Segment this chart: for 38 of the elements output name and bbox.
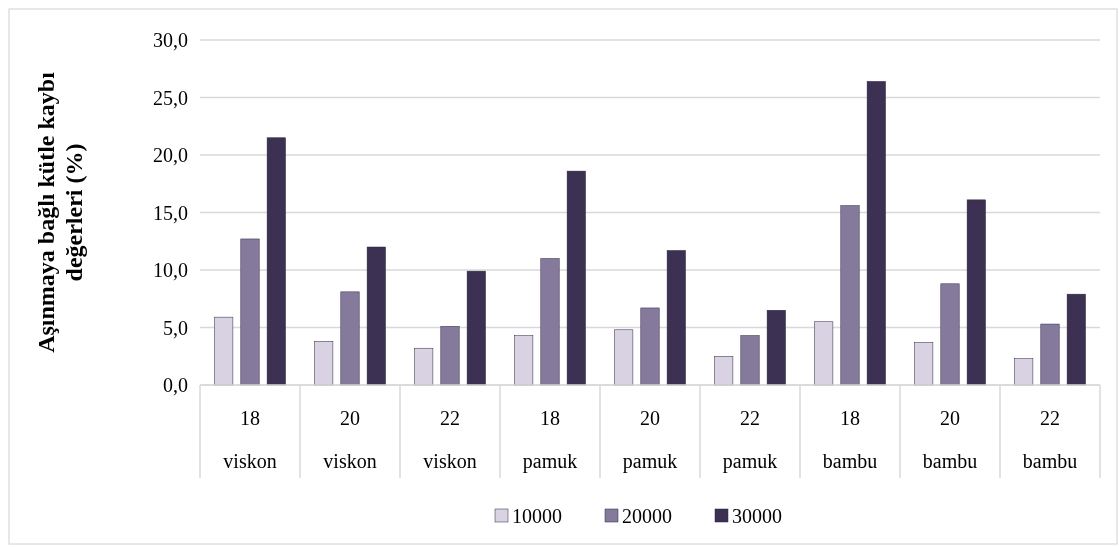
- bar: [340, 291, 360, 386]
- bar: [566, 170, 586, 386]
- bar: [840, 205, 860, 386]
- bar: [740, 335, 760, 386]
- bar: [240, 238, 260, 386]
- bar: [366, 246, 386, 386]
- x-tick-label: 22 viskon: [423, 407, 477, 472]
- bar: [1040, 323, 1060, 386]
- x-tick-label: 18 viskon: [223, 407, 277, 472]
- x-tick-label: 22 pamuk: [722, 407, 778, 473]
- bar: [640, 307, 660, 386]
- legend-label: 20000: [622, 505, 672, 527]
- bar: [540, 258, 560, 386]
- y-axis-title: Aşınmaya bağlı kütle kaybı değerleri (%): [32, 71, 88, 353]
- y-tick-label: 10,0: [153, 259, 188, 281]
- y-tick-label: 30,0: [153, 29, 188, 51]
- bar: [766, 310, 786, 386]
- x-tick-label: 22 bambu: [1022, 407, 1078, 472]
- bar: [266, 137, 286, 386]
- y-tick-label: 15,0: [153, 201, 188, 224]
- bar: [1066, 293, 1086, 386]
- x-tick-label: 20 bambu: [922, 407, 978, 472]
- x-tick-label: 18 pamuk: [522, 407, 578, 473]
- x-tick-label: 18 bambu: [822, 407, 878, 472]
- bar: [466, 270, 486, 386]
- y-tick-label: 0,0: [163, 374, 188, 396]
- y-tick-label: 25,0: [153, 86, 188, 109]
- bar: [940, 283, 960, 386]
- bar: [866, 81, 886, 386]
- bar: [666, 250, 686, 386]
- y-tick-label: 20,0: [153, 144, 188, 166]
- legend-label: 10000: [512, 505, 562, 527]
- y-tick-label: 5,0: [163, 316, 188, 339]
- bar: [440, 326, 460, 386]
- bar: [966, 199, 986, 386]
- legend-label: 30000: [732, 505, 782, 527]
- x-tick-label: 20 viskon: [323, 407, 377, 472]
- x-tick-label: 20 pamuk: [622, 407, 678, 473]
